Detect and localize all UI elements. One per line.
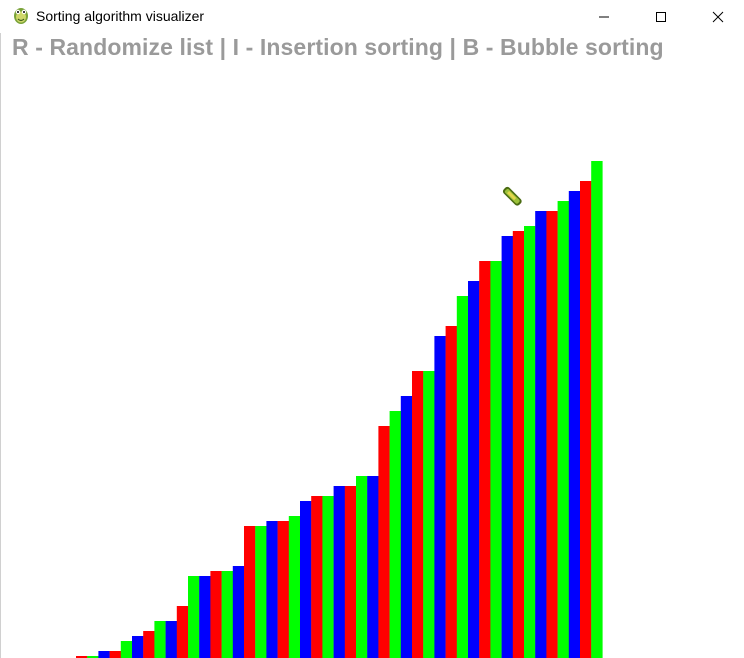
bar-16: [255, 526, 267, 658]
bar-6: [143, 631, 155, 658]
bar-11: [199, 576, 211, 658]
bar-5: [132, 636, 144, 658]
maximize-icon: [656, 11, 666, 22]
title-bar[interactable]: Sorting algorithm visualizer: [0, 0, 744, 33]
bar-21: [311, 496, 323, 658]
bar-34: [456, 296, 469, 658]
bar-28: [389, 411, 401, 658]
bar-23: [333, 486, 345, 658]
bar-1: [87, 656, 99, 658]
bar-36: [479, 261, 491, 658]
window-title: Sorting algorithm visualizer: [36, 8, 205, 24]
bar-40: [524, 226, 536, 658]
bar-32: [434, 336, 446, 658]
bar-41: [535, 211, 547, 658]
bar-44: [568, 191, 581, 658]
bar-29: [400, 396, 413, 658]
bar-15: [244, 526, 256, 658]
bar-42: [546, 211, 558, 658]
bar-3: [109, 651, 121, 658]
bar-14: [232, 566, 245, 658]
bar-45: [580, 181, 592, 658]
bar-46: [591, 161, 603, 658]
bar-19: [288, 516, 301, 658]
bar-22: [322, 496, 334, 658]
bar-12: [210, 571, 222, 658]
bar-20: [300, 501, 312, 658]
bar-26: [367, 476, 379, 658]
bar-38: [501, 236, 513, 658]
bar-31: [423, 371, 435, 658]
bar-18: [277, 521, 289, 658]
minimize-button[interactable]: [581, 0, 627, 33]
minimize-icon: [599, 16, 609, 17]
close-icon: [712, 11, 724, 22]
keyboard-instructions: R - Randomize list | I - Insertion sorti…: [12, 34, 664, 60]
bar-13: [221, 571, 233, 658]
close-button[interactable]: [695, 0, 741, 33]
bar-37: [490, 261, 502, 658]
bar-0: [76, 656, 88, 658]
bar-10: [188, 576, 200, 658]
bar-24: [344, 486, 357, 658]
python-snake-icon: [14, 8, 28, 24]
pygame-cursor-icon: [502, 186, 522, 206]
bar-33: [445, 326, 457, 658]
window-border: [0, 33, 1, 658]
bar-9: [176, 606, 189, 658]
bar-39: [512, 231, 525, 658]
bar-8: [165, 621, 177, 658]
bar-27: [378, 426, 390, 658]
bar-7: [154, 621, 166, 658]
maximize-button[interactable]: [638, 0, 684, 33]
bar-25: [356, 476, 368, 658]
bar-4: [120, 641, 133, 658]
bar-43: [557, 201, 569, 658]
bar-2: [98, 651, 110, 658]
bar-30: [412, 371, 424, 658]
bar-17: [266, 521, 278, 658]
bar-35: [468, 281, 480, 658]
